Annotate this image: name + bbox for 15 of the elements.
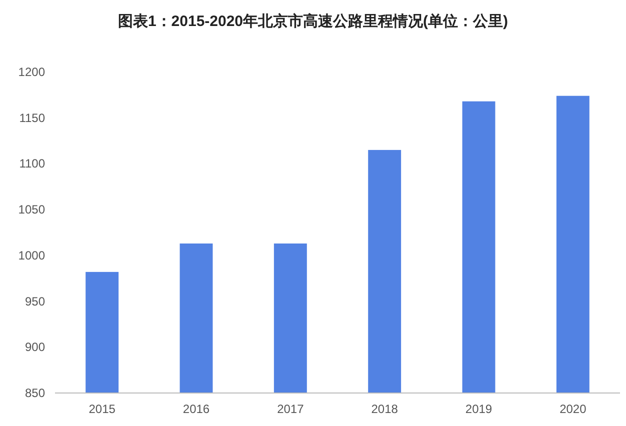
chart-title: 图表1：2015-2020年北京市高速公路里程情况(单位：公里) — [118, 12, 508, 30]
y-tick-label: 1000 — [18, 248, 46, 262]
x-tick-label: 2019 — [465, 402, 492, 416]
y-tick-label: 900 — [24, 340, 46, 354]
y-tick-label: 1050 — [18, 202, 46, 217]
x-tick-label: 2015 — [88, 402, 116, 416]
x-tick-label: 2018 — [371, 402, 398, 416]
y-tick-label: 1100 — [19, 156, 46, 171]
y-tick-label: 1200 — [18, 65, 46, 79]
y-tick-label: 1150 — [19, 110, 46, 125]
y-tick-label: 950 — [24, 294, 46, 308]
x-tick-label: 2020 — [560, 402, 587, 416]
x-tick-label: 2016 — [182, 402, 210, 416]
x-tick-label: 2017 — [277, 402, 304, 416]
y-tick-label: 850 — [24, 386, 46, 400]
